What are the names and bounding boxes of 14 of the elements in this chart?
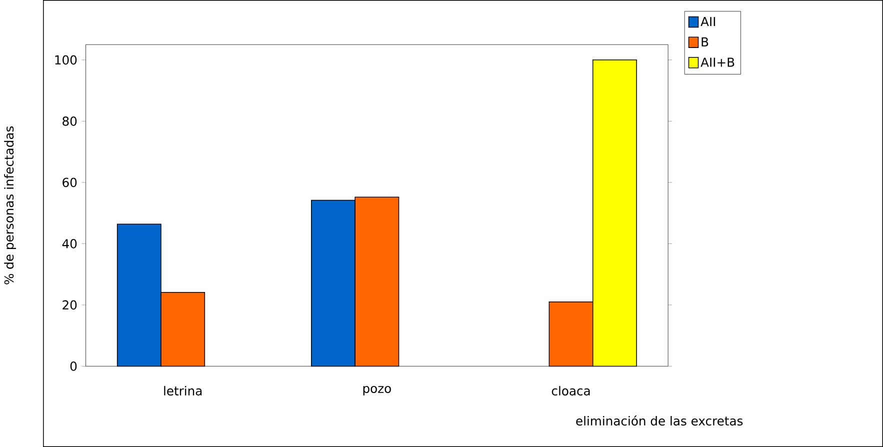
- y-tick-label: 80: [62, 116, 77, 126]
- x-tick-label: pozo: [363, 386, 391, 396]
- x-tick-label: cloaca: [552, 386, 590, 396]
- y-tick-label: 40: [62, 239, 77, 248]
- legend-label: AII+B: [700, 58, 734, 67]
- y-tick-label: 100: [55, 55, 77, 65]
- y-tick-label: 20: [62, 300, 77, 310]
- legend-label: AII: [700, 17, 716, 26]
- y-tick-label: 0: [70, 362, 77, 371]
- y-axis-title: % de personas infectadas: [4, 126, 16, 284]
- x-tick-label: letrina: [164, 386, 202, 396]
- x-axis-title: eliminación de las excretas: [576, 416, 743, 426]
- y-tick-label: 60: [62, 178, 77, 188]
- legend-label: B: [702, 37, 708, 46]
